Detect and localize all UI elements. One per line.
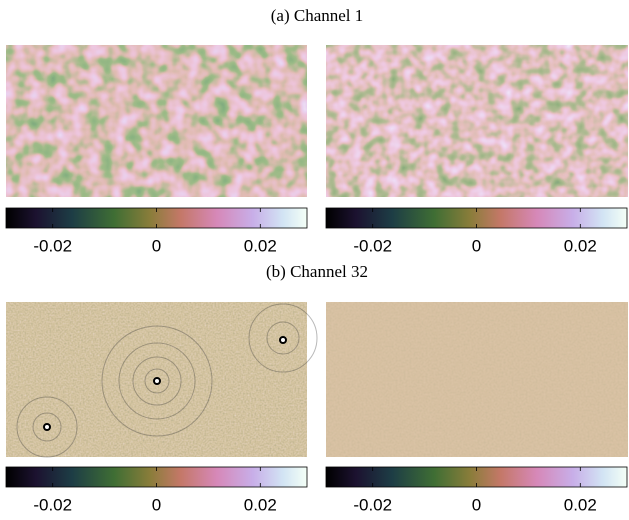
tick-label: 0.02 bbox=[564, 236, 597, 255]
tick-label: -0.02 bbox=[353, 236, 392, 255]
image bbox=[326, 302, 628, 457]
tick-label: 0 bbox=[472, 236, 481, 255]
panel-caption: (a) Channel 1 bbox=[271, 6, 364, 25]
image bbox=[6, 45, 307, 197]
source bbox=[43, 423, 51, 431]
ring-artifacts bbox=[16, 303, 318, 458]
image bbox=[326, 45, 628, 197]
tick-label: -0.02 bbox=[353, 495, 392, 514]
tick-label: 0 bbox=[152, 236, 161, 255]
tick-label: 0.02 bbox=[564, 495, 597, 514]
tick-label: 0 bbox=[152, 495, 161, 514]
tick-label: -0.02 bbox=[33, 236, 72, 255]
tick-label: -0.02 bbox=[33, 495, 72, 514]
tick-label: 0 bbox=[472, 495, 481, 514]
source bbox=[153, 377, 161, 385]
source bbox=[279, 336, 287, 344]
tick-label: 0.02 bbox=[244, 236, 277, 255]
tick-label: 0.02 bbox=[244, 495, 277, 514]
panel-caption: (b) Channel 32 bbox=[266, 262, 368, 281]
